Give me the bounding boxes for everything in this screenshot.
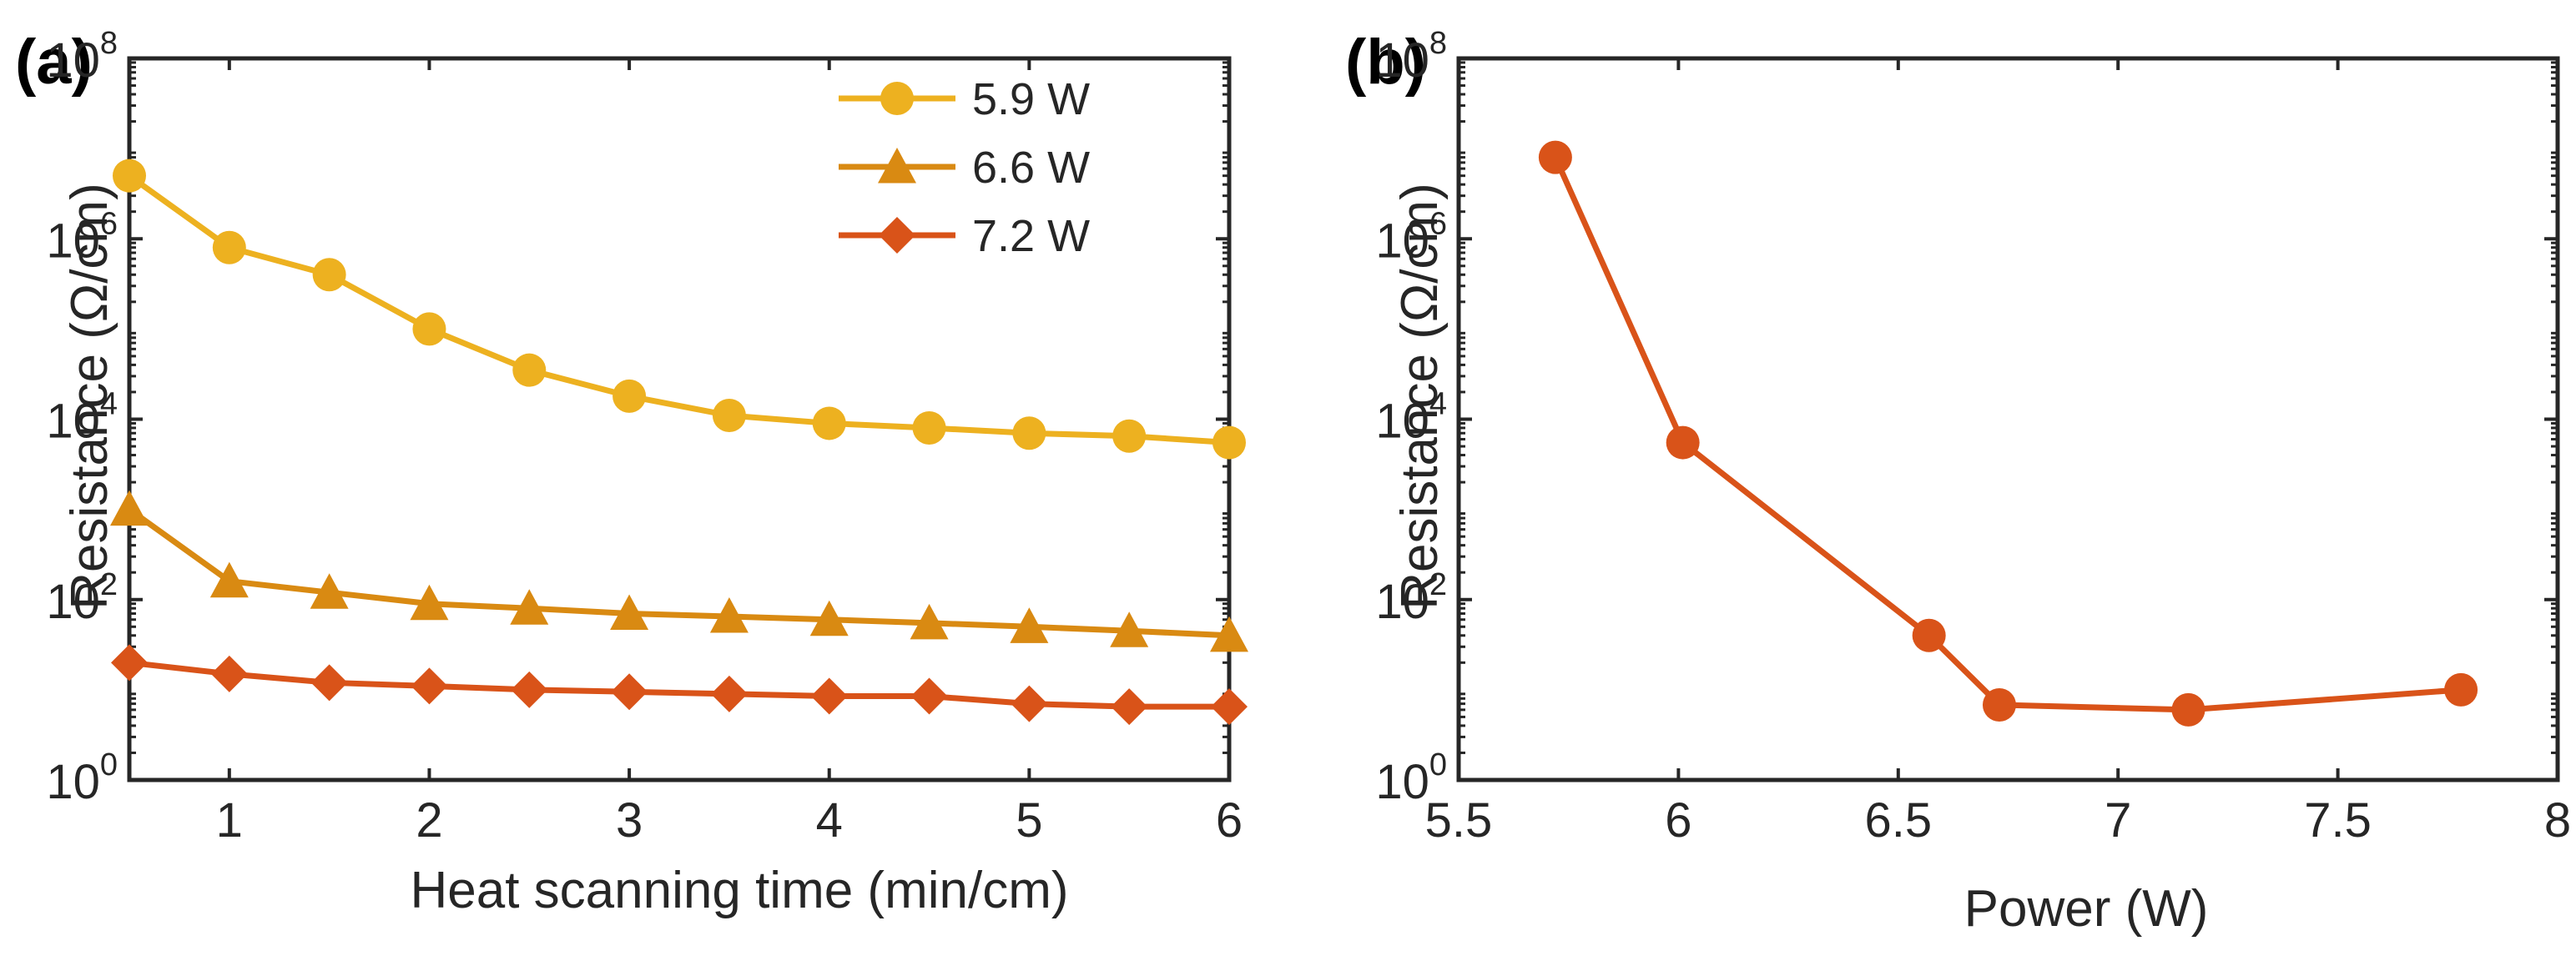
legend-marker [878,148,916,184]
panel-b-data-point [2444,672,2478,707]
panel-b-x-axis-label: Power (W) [1964,880,2209,938]
panel-b-series-line [1552,156,2462,713]
panel-a-data-point [612,379,647,413]
panel-a-data-point [812,406,846,440]
panel-b-x-tick-label: 7 [2105,793,2131,848]
panel-a-data-point [113,158,146,193]
panel-b-data-point [1538,140,1572,174]
panel-b-data-point [1666,425,1700,460]
panel-a-data-point [1212,425,1246,460]
panel-b-x-tick-label: 6.5 [1864,793,1932,848]
panel-a-data-point [1012,416,1046,450]
panel-a-data-point [1210,616,1248,652]
panel-b-y-tick-label: 100 [1375,747,1447,809]
panel-b-y-axis-label: Resistance (Ω/cm) [1391,183,1449,609]
panel-b-data-point [2171,692,2205,727]
panel-a-y-axis-label: Resistance (Ω/cm) [61,183,118,609]
panel-a-data-point [809,600,849,636]
panel-a-legend: 5.9 W 6.6 W 7.2 W [839,74,1090,261]
panel-a-plot: 1 2 3 4 5 6 100 102 104 106 108 [46,26,1248,848]
panel-a-data-point [810,677,848,715]
panel-a-y-tick-label: 104 [46,387,118,449]
panel-a-x-axis-label: Heat scanning time (min/cm) [410,862,1068,919]
legend-label: 7.2 W [972,211,1090,261]
legend-label: 6.6 W [972,143,1090,193]
panel-a: (a) 1 2 3 4 5 6 100 102 104 106 108 Heat scanning … [15,26,1248,919]
panel-a-series-line [129,659,1229,710]
panel-label-b: (b) [1345,27,1426,98]
panel-b: (b) 5.5 6 6.5 7 7.5 8 100 102 104 106 108 Power (W… [1345,26,2571,938]
panel-b-x-tick-label: 7.5 [2304,793,2372,848]
panel-a-data-point [111,644,148,682]
panel-b-y-tick-label: 106 [1375,206,1447,268]
panel-b-plot: 5.5 6 6.5 7 7.5 8 100 102 104 106 108 [1375,26,2571,848]
legend-marker [879,217,915,254]
panel-a-data-point [510,589,549,625]
panel-a-series-line [127,506,1230,639]
panel-a-data-point [209,561,249,598]
panel-a-x-tick-label: 4 [816,793,843,848]
legend-marker [880,82,914,115]
panel-a-data-point [210,655,248,692]
panel-b-data-point [1912,618,1946,652]
panel-b-y-tick-label: 108 [1375,26,1447,88]
panel-a-data-point [512,353,547,387]
panel-a-data-point [1011,685,1048,722]
panel-a-x-tick-label: 5 [1016,793,1042,848]
panel-a-data-point [110,490,149,526]
panel-a-data-point [1111,688,1148,726]
panel-a-x-tick-label: 2 [416,793,442,848]
panel-a-data-point [1112,419,1147,453]
panel-label-a: (a) [15,27,93,98]
panel-b-x-tick-label: 8 [2544,793,2571,848]
panel-a-data-point [1211,688,1248,726]
panel-a-x-tick-label: 1 [216,793,243,848]
panel-a-data-point [710,675,748,712]
panel-b-y-tick-label: 104 [1375,387,1447,449]
panel-a-data-point [312,258,346,292]
panel-a-x-tick-label: 3 [616,793,643,848]
panel-a-data-point [412,312,446,346]
panel-b-axes-box [1456,56,2560,782]
panel-a-data-point [1110,611,1149,647]
panel-a-data-point [410,584,449,621]
panel-a-data-point [411,667,448,705]
panel-a-data-point [611,673,648,711]
panel-a-y-tick-label: 108 [46,26,118,88]
panel-a-data-point [910,603,949,640]
panel-a-y-tick-label: 106 [46,206,118,268]
panel-a-y-tick-label: 102 [46,567,118,629]
panel-a-data-point [712,399,746,433]
legend-label: 5.9 W [972,74,1090,124]
panel-b-data-point [1982,687,2016,722]
panel-a-data-point [709,596,749,633]
panel-a-data-point [212,230,246,264]
panel-a-data-point [1010,607,1049,643]
panel-a-data-point [310,664,348,702]
panel-b-x-tick-label: 5.5 [1425,793,1493,848]
panel-a-data-point [910,677,948,715]
panel-a-data-point [610,594,649,631]
panel-b-y-tick-label: 102 [1375,567,1447,629]
panel-a-x-tick-label: 6 [1216,793,1243,848]
panel-a-data-point [310,573,349,609]
panel-a-y-tick-label: 100 [46,747,118,809]
panel-a-data-point [912,410,946,445]
panel-b-x-tick-label: 6 [1665,793,1691,848]
panel-a-data-point [511,671,548,708]
